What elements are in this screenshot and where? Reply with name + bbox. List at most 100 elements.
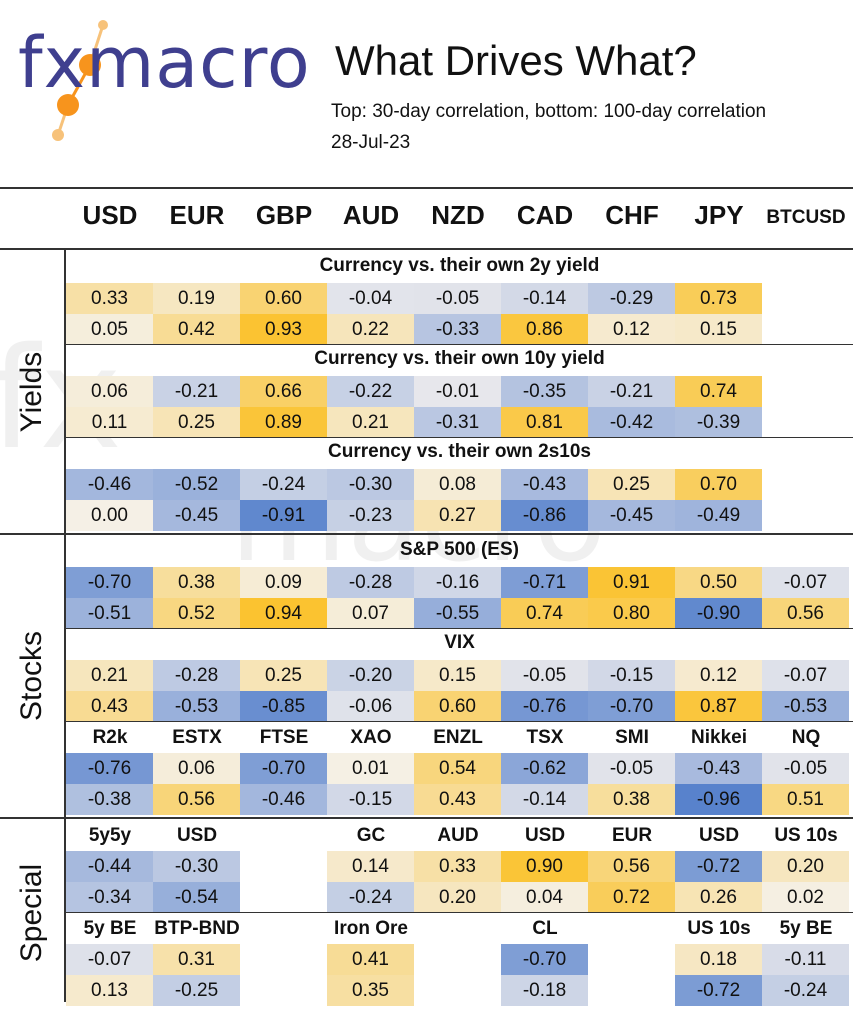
- correlation-cell: -0.29: [588, 283, 675, 314]
- correlation-cell: 0.74: [675, 376, 762, 407]
- correlation-cell: 0.07: [327, 598, 414, 629]
- correlation-cell: -0.20: [327, 660, 414, 691]
- correlation-cell: -0.42: [588, 407, 675, 438]
- block-title: Currency vs. their own 2y yield: [319, 255, 600, 276]
- correlation-cell: [414, 944, 501, 975]
- correlation-cell: -0.24: [327, 882, 414, 913]
- section-divider: [0, 817, 853, 819]
- correlation-cell: 0.87: [675, 691, 762, 722]
- correlation-cell: 0.80: [588, 598, 675, 629]
- block-title: Currency vs. their own 2s10s: [328, 441, 591, 462]
- correlation-cell: -0.76: [501, 691, 588, 722]
- correlation-cell: 0.09: [240, 567, 327, 598]
- correlation-cell: -0.62: [501, 753, 588, 784]
- page-title: What Drives What?: [335, 37, 697, 84]
- column-header-gbp: GBP: [255, 200, 313, 230]
- correlation-cell: -0.96: [675, 784, 762, 815]
- correlation-cell: -0.24: [762, 975, 849, 1006]
- section-label-special: Special: [15, 863, 48, 963]
- asset-label: FTSE: [259, 727, 309, 748]
- correlation-cell: -0.01: [414, 376, 501, 407]
- correlation-cell: -0.24: [240, 469, 327, 500]
- correlation-cell: -0.31: [414, 407, 501, 438]
- correlation-cell: -0.86: [501, 500, 588, 531]
- correlation-cell: 0.52: [153, 598, 240, 629]
- block-separator: [66, 628, 853, 629]
- correlation-cell: 0.12: [675, 660, 762, 691]
- correlation-cell: [240, 975, 327, 1006]
- correlation-cell: -0.06: [327, 691, 414, 722]
- correlation-cell: 0.04: [501, 882, 588, 913]
- logo-text: fxmacro: [18, 22, 311, 104]
- correlation-cell: -0.34: [66, 882, 153, 913]
- correlation-cell: [762, 283, 849, 314]
- correlation-cell: -0.70: [66, 567, 153, 598]
- correlation-cell: -0.45: [588, 500, 675, 531]
- asset-label: XAO: [350, 727, 392, 748]
- correlation-cell: -0.46: [66, 469, 153, 500]
- correlation-cell: 0.13: [66, 975, 153, 1006]
- correlation-cell: 0.27: [414, 500, 501, 531]
- correlation-cell: 0.12: [588, 314, 675, 345]
- logo: fxmacro: [18, 20, 310, 150]
- correlation-cell: 0.15: [675, 314, 762, 345]
- section-label-yields: Yields: [15, 351, 48, 432]
- correlation-cell: 0.25: [588, 469, 675, 500]
- correlation-cell: -0.38: [66, 784, 153, 815]
- correlation-cell: 0.06: [153, 753, 240, 784]
- correlation-cell: 0.43: [66, 691, 153, 722]
- correlation-cell: 0.19: [153, 283, 240, 314]
- correlation-cell: 0.35: [327, 975, 414, 1006]
- correlation-cell: 0.11: [66, 407, 153, 438]
- asset-label: Nikkei: [691, 727, 747, 748]
- correlation-cell: -0.30: [153, 851, 240, 882]
- column-header-jpy: JPY: [694, 200, 744, 230]
- correlation-cell: -0.14: [501, 283, 588, 314]
- correlation-cell: 0.74: [501, 598, 588, 629]
- correlation-cell: -0.22: [327, 376, 414, 407]
- correlation-cell: 0.15: [414, 660, 501, 691]
- block-separator: [66, 344, 853, 345]
- page-subtitle: Top: 30-day correlation, bottom: 100-day…: [331, 101, 767, 122]
- correlation-cell: -0.76: [66, 753, 153, 784]
- correlation-cell: -0.51: [66, 598, 153, 629]
- correlation-cell: -0.91: [240, 500, 327, 531]
- asset-label: CL: [532, 918, 558, 939]
- correlation-cell: 0.72: [588, 882, 675, 913]
- column-header-btcusd: BTCUSD: [766, 207, 846, 228]
- correlation-cell: 0.56: [762, 598, 849, 629]
- asset-label: EUR: [611, 825, 653, 846]
- block-separator: [66, 437, 853, 438]
- correlation-cell: 0.56: [153, 784, 240, 815]
- correlation-cell: 0.22: [327, 314, 414, 345]
- column-header-usd: USD: [82, 200, 138, 230]
- correlation-cell: 0.01: [327, 753, 414, 784]
- correlation-cell: -0.46: [240, 784, 327, 815]
- asset-label: 5y5y: [88, 825, 132, 846]
- correlation-cell: -0.25: [153, 975, 240, 1006]
- correlation-cell: 0.02: [762, 882, 849, 913]
- column-header-nzd: NZD: [431, 200, 485, 230]
- asset-label: USD: [176, 825, 218, 846]
- column-header-cad: CAD: [516, 200, 574, 230]
- correlation-cell: 0.20: [762, 851, 849, 882]
- correlation-cell: -0.11: [762, 944, 849, 975]
- correlation-cell: [762, 376, 849, 407]
- correlation-cell: 0.56: [588, 851, 675, 882]
- correlation-cell: 0.14: [327, 851, 414, 882]
- correlation-cell: 0.38: [588, 784, 675, 815]
- correlation-cell: -0.52: [153, 469, 240, 500]
- asset-label: US 10s: [774, 825, 838, 846]
- correlation-cell: 0.73: [675, 283, 762, 314]
- asset-label: 5y BE: [83, 918, 137, 939]
- correlation-cell: 0.20: [414, 882, 501, 913]
- correlation-cell: -0.18: [501, 975, 588, 1006]
- correlation-cell: -0.45: [153, 500, 240, 531]
- asset-label: AUD: [437, 825, 479, 846]
- correlation-cell: -0.28: [327, 567, 414, 598]
- correlation-cell: -0.44: [66, 851, 153, 882]
- correlation-cell: [762, 500, 849, 531]
- block-separator: [66, 912, 853, 913]
- correlation-cell: 0.08: [414, 469, 501, 500]
- correlation-cell: [240, 851, 327, 882]
